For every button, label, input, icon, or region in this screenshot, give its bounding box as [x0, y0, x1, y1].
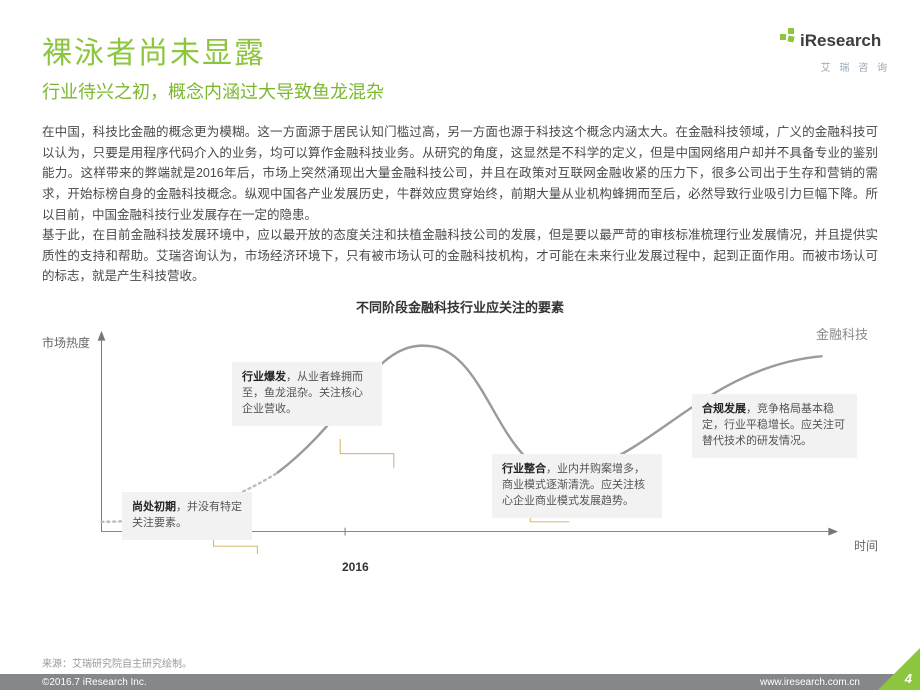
- paragraph-2: 基于此，在目前金融科技发展环境中，应以最开放的态度关注和扶植金融科技公司的发展，…: [42, 225, 878, 287]
- footer-page-number: 4: [905, 671, 912, 686]
- x-axis-label: 时间: [854, 537, 878, 554]
- brand-name-cn: 艾 瑞 咨 询: [780, 59, 890, 74]
- body-copy: 在中国，科技比金融的概念更为模糊。这一方面源于居民认知门槛过高，另一方面也源于科…: [0, 104, 920, 287]
- paragraph-1: 在中国，科技比金融的概念更为模糊。这一方面源于居民认知门槛过高，另一方面也源于科…: [42, 122, 878, 225]
- footer-corner-icon: [878, 648, 920, 690]
- callout-stage-4: 合规发展，竞争格局基本稳定，行业平稳增长。应关注可替代技术的研发情况。: [692, 394, 857, 458]
- connector-2: [340, 439, 394, 468]
- y-axis-arrow-icon: [98, 331, 106, 341]
- callout-stage-3: 行业整合，业内并购案增多，商业模式逐渐清洗。应关注核心企业商业模式发展趋势。: [492, 454, 662, 518]
- chart-section: 不同阶段金融科技行业应关注的要素 市场热度 金融科技 尚处初期，并没有特定关注要…: [0, 287, 920, 574]
- x-axis-arrow-icon: [828, 528, 838, 536]
- callout-stage-2: 行业爆发，从业者蜂拥而至，鱼龙混杂。关注核心企业营收。: [232, 362, 382, 426]
- footer-source: 来源：艾瑞研究院自主研究绘制。: [42, 655, 192, 670]
- footer-copyright: ©2016.7 iResearch Inc.: [42, 677, 147, 688]
- chart-area: 市场热度 金融科技 尚处初期，并没有特定关注要素。 行业爆发，从业者蜂拥而至，鱼…: [42, 324, 878, 574]
- callout-stage-1: 尚处初期，并没有特定关注要素。: [122, 492, 252, 540]
- page-subtitle: 行业待兴之初，概念内涵过大导致鱼龙混杂: [42, 78, 878, 104]
- page-title: 裸泳者尚未显露: [42, 28, 878, 72]
- svg-text:iResearch: iResearch: [800, 31, 881, 50]
- x-tick-label-2016: 2016: [342, 560, 369, 574]
- brand-logo: iResearch 艾 瑞 咨 询: [780, 28, 890, 74]
- chart-title: 不同阶段金融科技行业应关注的要素: [42, 297, 878, 316]
- slide-footer: 来源：艾瑞研究院自主研究绘制。 ©2016.7 iResearch Inc. w…: [0, 648, 920, 690]
- slide-header: 裸泳者尚未显露 行业待兴之初，概念内涵过大导致鱼龙混杂 iResearch 艾 …: [0, 0, 920, 104]
- iresearch-logo-icon: iResearch: [780, 28, 890, 56]
- footer-url: www.iresearch.com.cn: [760, 677, 860, 688]
